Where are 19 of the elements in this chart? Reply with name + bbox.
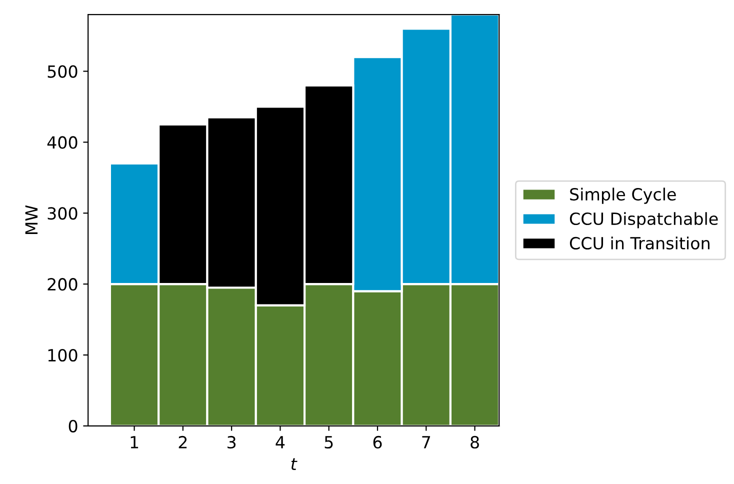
y-tick-label: 500 — [48, 65, 78, 78]
x-tick-label: 6 — [373, 436, 382, 449]
x-tick-label: 8 — [470, 436, 479, 449]
y-tick-label: 300 — [48, 207, 78, 220]
legend-label: Simple Cycle — [570, 188, 676, 204]
x-axis-title: t — [291, 458, 298, 470]
x-tick-label: 1 — [130, 436, 138, 448]
x-tick-label: 4 — [276, 436, 285, 448]
y-tick-label: 200 — [48, 278, 78, 291]
x-tick-label: 3 — [228, 436, 236, 449]
y-axis-title: MW — [25, 205, 38, 234]
y-tick-label: 400 — [47, 136, 78, 149]
x-tick-label: 7 — [422, 436, 430, 448]
y-tick-label: 0 — [68, 420, 78, 432]
x-tick-label: 5 — [324, 436, 333, 449]
legend-label: CCU in Transition — [570, 236, 710, 250]
y-tick-label: 100 — [48, 348, 78, 362]
legend-label: CCU Dispatchable — [570, 212, 718, 228]
x-tick-label: 2 — [178, 436, 187, 448]
